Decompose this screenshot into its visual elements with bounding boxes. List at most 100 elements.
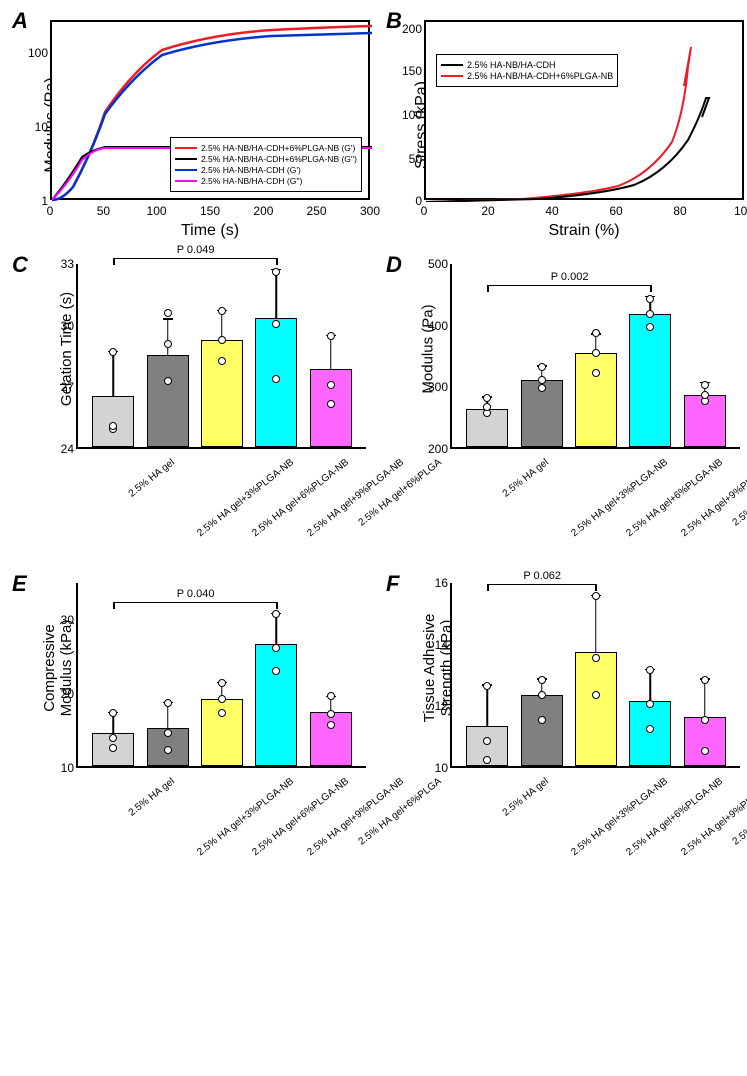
xcats: 2.5% HA gel2.5% HA gel+3%PLGA-NB2.5% HA … — [450, 449, 740, 559]
scatter-point — [218, 695, 226, 703]
error-bar — [704, 680, 706, 717]
bars — [78, 264, 366, 447]
bar-wrap — [466, 581, 508, 766]
bars — [452, 583, 740, 766]
scatter-point — [701, 381, 709, 389]
ytick: 500 — [428, 257, 448, 271]
error-cap — [163, 318, 173, 320]
ytick: 150 — [398, 64, 422, 78]
bar-wrap — [255, 262, 297, 447]
scatter-point — [483, 403, 491, 411]
panel-c: CGelation Time (s)24273033P 0.0492.5% HA… — [10, 254, 370, 559]
yticks: 24273033 — [50, 264, 74, 449]
panel-c-label: C — [12, 252, 28, 278]
bar-wrap — [575, 581, 617, 766]
panel-a-label: A — [12, 8, 28, 34]
ytick: 33 — [61, 257, 74, 271]
scatter-point — [327, 692, 335, 700]
bar-wrap — [684, 581, 726, 766]
category-label: 2.5% HA gel+3%PLGA-NB — [195, 776, 296, 858]
panel-b-xlabel: Strain (%) — [424, 218, 744, 240]
bar-wrap — [201, 262, 243, 447]
panel-a-xlabel: Time (s) — [50, 218, 370, 240]
bar — [147, 355, 189, 448]
scatter-point — [218, 679, 226, 687]
category-label: 2.5% HA gel — [501, 457, 551, 500]
scatter-point — [327, 721, 335, 729]
error-bar — [486, 686, 488, 726]
ytick: 100 — [398, 108, 422, 122]
scatter-point — [701, 716, 709, 724]
bar-wrap — [92, 262, 134, 447]
scatter-point — [109, 734, 117, 742]
bar — [575, 353, 617, 447]
panel-a-legend: 2.5% HA-NB/HA-CDH+6%PLGA-NB (G') 2.5% HA… — [170, 137, 362, 192]
xcats: 2.5% HA gel2.5% HA gel+3%PLGA-NB2.5% HA … — [76, 449, 366, 559]
bar — [629, 701, 671, 766]
scatter-point — [646, 310, 654, 318]
bar-wrap — [629, 262, 671, 447]
bar-wrap — [521, 581, 563, 766]
scatter-point — [592, 369, 600, 377]
scatter-point — [592, 691, 600, 699]
bar-wrap — [255, 581, 297, 766]
ytick: 200 — [428, 442, 448, 456]
scatter-point — [701, 747, 709, 755]
panel-e-chart: P 0.040 — [76, 583, 366, 768]
panel-b-legend: 2.5% HA-NB/HA-CDH 2.5% HA-NB/HA-CDH+6%PL… — [436, 54, 618, 87]
ytick: 16 — [435, 576, 448, 590]
scatter-point — [592, 592, 600, 600]
bar-wrap — [466, 262, 508, 447]
scatter-point — [272, 667, 280, 675]
error-bar — [595, 596, 597, 652]
panel-e-label: E — [12, 571, 27, 597]
scatter-point — [164, 746, 172, 754]
bar-wrap — [147, 581, 189, 766]
ytick: 400 — [428, 319, 448, 333]
scatter-point — [538, 363, 546, 371]
category-label: 2.5% HA gel+3%PLGA-NB — [569, 776, 670, 858]
bar — [255, 644, 297, 766]
scatter-point — [646, 323, 654, 331]
scatter-point — [646, 725, 654, 733]
category-label: 2.5% HA gel — [501, 776, 551, 819]
category-label: 2.5% HA gel+6%PLGA-NB — [250, 776, 351, 858]
ytick: 200 — [398, 22, 422, 36]
scatter-point — [218, 307, 226, 315]
scatter-point — [218, 357, 226, 365]
scatter-point — [327, 381, 335, 389]
legend-item: 2.5% HA-NB/HA-CDH+6%PLGA-NB (G'') — [201, 154, 357, 164]
panel-f-label: F — [386, 571, 399, 597]
category-label: 2.5% HA gel+3%PLGA-NB — [195, 457, 296, 539]
ytick: 10 — [24, 120, 48, 134]
bar-wrap — [629, 581, 671, 766]
error-bar — [112, 352, 114, 395]
ytick: 30 — [61, 613, 74, 627]
legend-swatch — [441, 75, 463, 77]
legend-item: 2.5% HA-NB/HA-CDH (G'') — [201, 176, 302, 186]
panel-e: ECompressive Modulus (kPa)102030P 0.0402… — [10, 573, 370, 878]
bar-wrap — [575, 262, 617, 447]
scatter-point — [327, 332, 335, 340]
bar-wrap — [201, 581, 243, 766]
ytick: 10 — [61, 761, 74, 775]
panel-c-chart: P 0.049 — [76, 264, 366, 449]
error-bar — [167, 320, 169, 355]
bars — [78, 583, 366, 766]
panel-a-chart: 2.5% HA-NB/HA-CDH+6%PLGA-NB (G') 2.5% HA… — [50, 20, 370, 200]
ytick: 12 — [435, 699, 448, 713]
legend-item: 2.5% HA-NB/HA-CDH+6%PLGA-NB — [467, 71, 613, 81]
panel-f-chart: P 0.062 — [450, 583, 740, 768]
panel-b: B Stress (kPa) 2.5% HA-NB/HA-CDH 2.5% HA… — [384, 10, 744, 240]
scatter-point — [538, 676, 546, 684]
scatter-point — [272, 610, 280, 618]
scatter-point — [538, 376, 546, 384]
scatter-point — [164, 377, 172, 385]
scatter-point — [109, 709, 117, 717]
error-bar — [276, 614, 278, 644]
p-value: P 0.049 — [177, 244, 215, 256]
scatter-point — [109, 422, 117, 430]
scatter-point — [109, 744, 117, 752]
ytick: 30 — [61, 319, 74, 333]
category-label: 2.5% HA gel+6%PLGA-NB — [624, 776, 725, 858]
